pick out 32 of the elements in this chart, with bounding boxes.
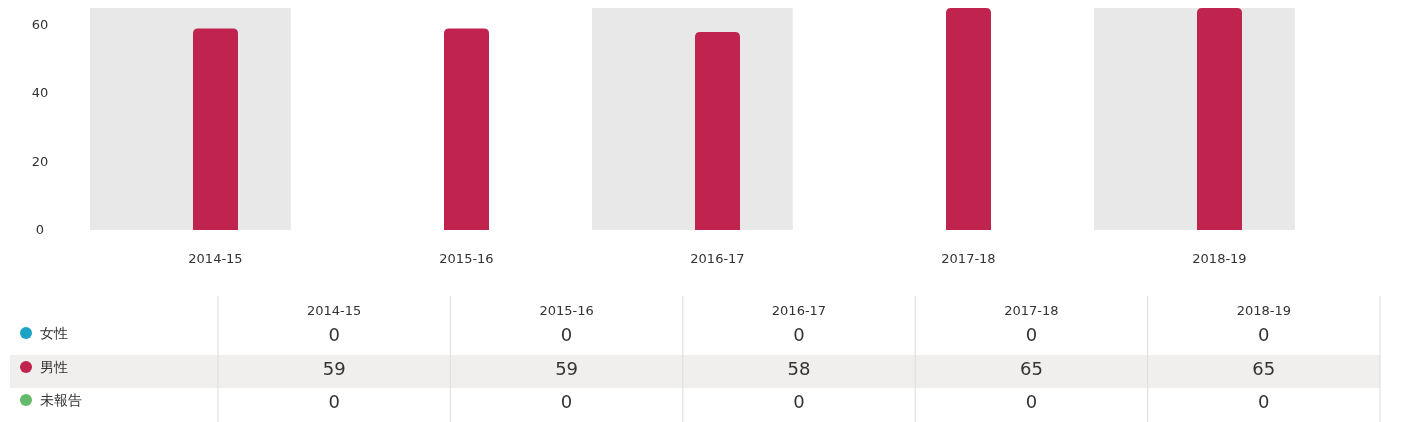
data-label: 0 [793,324,805,345]
data-label: 0 [560,324,573,345]
y-tick-label: 60 [31,17,49,33]
legend-label: 未報告 [40,392,82,408]
data-label: 0 [560,391,573,412]
y-tick-label: 40 [31,85,49,101]
data-label: 0 [1025,324,1038,345]
category-label: 2014-15 [307,303,362,318]
category-label: 2015-16 [539,303,594,318]
x-tick-label: 2014-15 [188,251,243,266]
data-label: 0 [793,391,805,412]
x-tick-label: 2018-19 [1192,251,1247,266]
data-label: 65 [1252,358,1276,379]
legend-label: 女性 [40,325,68,341]
category-label: 2017-18 [1004,303,1059,318]
x-tick-label: 2017-18 [941,251,996,266]
data-label: 0 [1025,391,1038,412]
category-label: 2016-17 [771,303,827,318]
data-label: 65 [1019,358,1043,379]
data-label: 0 [1258,324,1270,345]
data-label: 0 [1258,391,1270,412]
y-tick-label: 20 [31,153,49,169]
data-label: 0 [328,324,340,345]
y-tick-label: 0 [35,222,45,237]
legend-label: 男性 [40,359,68,375]
x-tick-label: 2015-16 [439,251,494,266]
data-label: 59 [322,358,346,379]
category-label: 2018-19 [1236,303,1291,318]
data-label: 59 [555,358,579,379]
data-label: 58 [787,358,811,379]
data-label: 0 [328,391,340,412]
x-tick-label: 2016-17 [690,251,745,266]
